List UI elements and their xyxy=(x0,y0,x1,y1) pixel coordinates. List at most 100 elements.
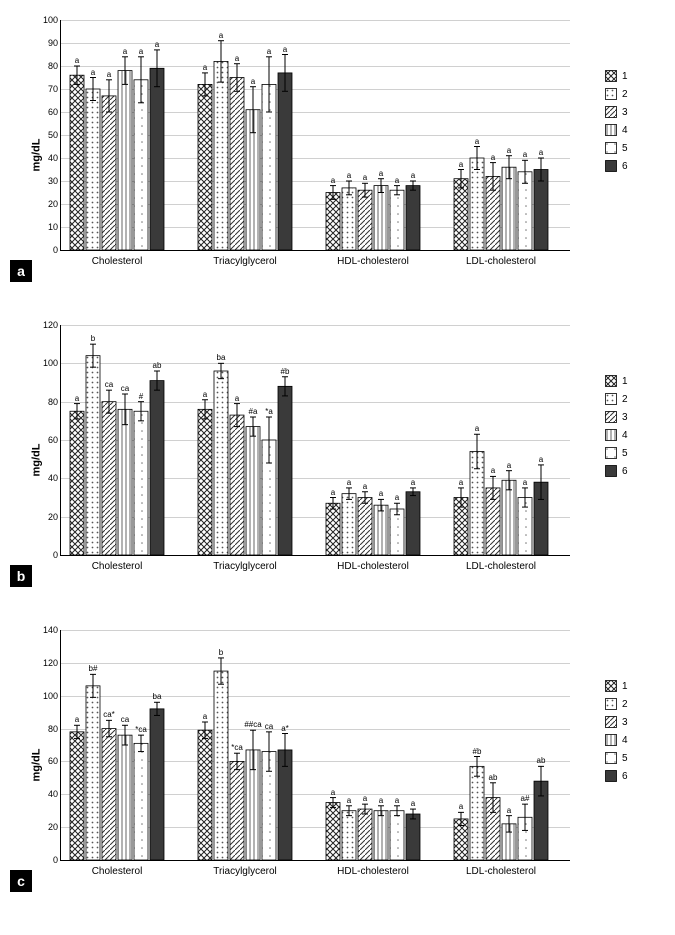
legend-item: 2 xyxy=(605,88,660,100)
legend-item: 6 xyxy=(605,465,660,477)
legend-label: 4 xyxy=(622,125,628,136)
legend-swatch xyxy=(605,375,617,387)
bar xyxy=(102,96,116,250)
bar xyxy=(358,190,372,250)
bar-annotation: ca xyxy=(105,380,113,389)
legend: 123456 xyxy=(605,70,660,178)
bar xyxy=(118,735,132,860)
y-tick-label: 60 xyxy=(38,435,58,445)
bar-annotation: ca xyxy=(121,384,129,393)
bar xyxy=(230,415,244,555)
y-tick-label: 20 xyxy=(38,199,58,209)
x-group-label: LDL-cholesterol xyxy=(466,561,536,572)
bar xyxy=(86,356,100,555)
bar xyxy=(278,73,292,250)
y-axis-line xyxy=(60,630,61,860)
bar-annotation: a xyxy=(235,54,239,63)
legend-item: 1 xyxy=(605,680,660,692)
legend-swatch xyxy=(605,429,617,441)
bar-annotation: #b xyxy=(281,367,290,376)
legend-swatch xyxy=(605,698,617,710)
legend-label: 6 xyxy=(622,466,628,477)
bar-annotation: a xyxy=(203,712,207,721)
bar-annotation: a xyxy=(91,68,95,77)
bar-annotation: ba xyxy=(217,353,226,362)
legend-swatch xyxy=(605,106,617,118)
bar-annotation: a xyxy=(331,176,335,185)
legend-label: 6 xyxy=(622,161,628,172)
bar xyxy=(326,803,340,861)
bar xyxy=(198,84,212,250)
chart-area: aaaaaaaaaaaaaaaaaaaaaaaa xyxy=(60,20,570,250)
bar-annotation: *ca xyxy=(231,743,243,752)
y-axis-line xyxy=(60,20,61,250)
legend-item: 4 xyxy=(605,734,660,746)
legend-label: 1 xyxy=(622,681,628,692)
legend-swatch xyxy=(605,70,617,82)
legend-item: 3 xyxy=(605,716,660,728)
bar-annotation: a xyxy=(475,137,479,146)
legend-label: 5 xyxy=(622,448,628,459)
bar xyxy=(326,193,340,251)
legend-swatch xyxy=(605,160,617,172)
bar xyxy=(358,809,372,860)
legend-label: 2 xyxy=(622,89,628,100)
legend-swatch xyxy=(605,734,617,746)
y-tick-label: 140 xyxy=(38,625,58,635)
y-tick-label: 20 xyxy=(38,822,58,832)
legend-item: 6 xyxy=(605,160,660,172)
bar-annotation: a xyxy=(395,796,399,805)
panel-label: c xyxy=(10,870,32,892)
legend: 123456 xyxy=(605,375,660,483)
panel-label: b xyxy=(10,565,32,587)
bar xyxy=(134,743,148,860)
bar xyxy=(374,186,388,250)
bar-annotation: a xyxy=(331,788,335,797)
legend-label: 5 xyxy=(622,143,628,154)
bar xyxy=(374,505,388,555)
legend-item: 3 xyxy=(605,411,660,423)
bar xyxy=(470,766,484,860)
panel-label: a xyxy=(10,260,32,282)
legend-label: 6 xyxy=(622,771,628,782)
bar xyxy=(214,61,228,250)
bar xyxy=(390,811,404,860)
y-tick-label: 20 xyxy=(38,512,58,522)
bar-annotation: a xyxy=(75,394,79,403)
bar-annotation: a xyxy=(491,466,495,475)
bar xyxy=(342,494,356,555)
bar xyxy=(118,71,132,250)
legend-label: 1 xyxy=(622,376,628,387)
bar-annotation: a xyxy=(75,715,79,724)
y-axis-label: mg/dL xyxy=(31,444,43,477)
bar-annotation: a xyxy=(379,796,383,805)
legend-item: 5 xyxy=(605,447,660,459)
chart-area: abcaca#ababaa#a*a#baaaaaaaaaaaa xyxy=(60,325,570,555)
panel-c: cmg/dLab#ca*ca*cabaab*ca##cacaa*aaaaaaa#… xyxy=(10,620,665,910)
y-tick-label: 60 xyxy=(38,107,58,117)
bar-annotation: a xyxy=(523,478,527,487)
bar xyxy=(150,709,164,860)
legend-swatch xyxy=(605,447,617,459)
bar-annotation: a xyxy=(411,799,415,808)
y-axis-line xyxy=(60,325,61,555)
y-tick-label: 0 xyxy=(38,855,58,865)
bar xyxy=(502,167,516,250)
bar-annotation: a xyxy=(219,31,223,40)
y-tick-label: 40 xyxy=(38,789,58,799)
y-tick-label: 50 xyxy=(38,130,58,140)
x-group-label: Cholesterol xyxy=(92,866,143,877)
bar-annotation: a xyxy=(363,482,367,491)
bar xyxy=(326,503,340,555)
bar-annotation: ab xyxy=(537,756,546,765)
legend-swatch xyxy=(605,680,617,692)
legend-label: 3 xyxy=(622,107,628,118)
bar xyxy=(198,409,212,555)
legend-swatch xyxy=(605,393,617,405)
bar xyxy=(390,509,404,555)
x-group-label: HDL-cholesterol xyxy=(337,256,409,267)
chart-area: ab#ca*ca*cabaab*ca##cacaa*aaaaaaa#babaa#… xyxy=(60,630,570,860)
bar-annotation: a xyxy=(347,796,351,805)
legend-item: 5 xyxy=(605,752,660,764)
y-tick-label: 100 xyxy=(38,358,58,368)
